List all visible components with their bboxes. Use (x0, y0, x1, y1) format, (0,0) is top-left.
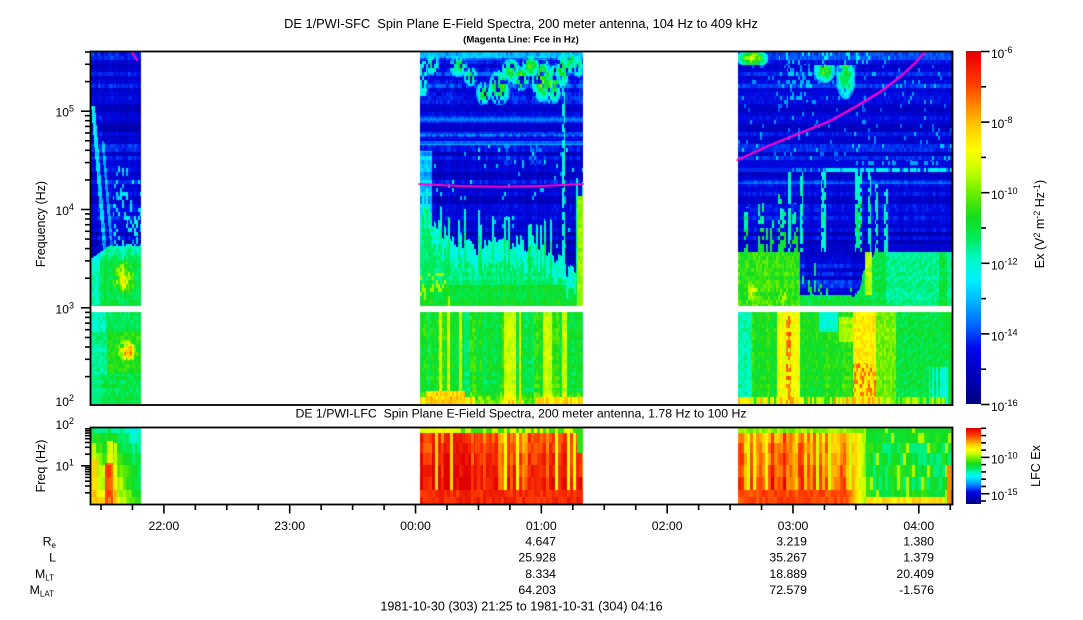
svg-text:72.579: 72.579 (769, 583, 807, 597)
svg-text:10-14: 10-14 (991, 327, 1018, 343)
svg-text:103: 103 (56, 300, 74, 316)
svg-text:10-16: 10-16 (991, 398, 1018, 414)
svg-text:MLAT: MLAT (30, 583, 54, 599)
svg-text:8.334: 8.334 (525, 567, 556, 581)
svg-text:102: 102 (56, 416, 74, 432)
svg-text:101: 101 (56, 458, 74, 474)
svg-text:10-10: 10-10 (991, 186, 1018, 202)
svg-text:10-15: 10-15 (991, 487, 1018, 503)
svg-text:10-6: 10-6 (991, 45, 1013, 61)
svg-text:104: 104 (56, 202, 74, 218)
svg-text:Ex (V2 m-2 Hz-1): Ex (V2 m-2 Hz-1) (1032, 180, 1047, 268)
svg-text:01:00: 01:00 (526, 519, 557, 533)
svg-text:LFC Ex: LFC Ex (1029, 444, 1043, 486)
svg-text:Frequency (Hz): Frequency (Hz) (34, 181, 48, 267)
svg-text:02:00: 02:00 (652, 519, 683, 533)
svg-text:1.380: 1.380 (903, 535, 934, 549)
svg-text:MLT: MLT (35, 567, 54, 583)
svg-text:10-12: 10-12 (991, 257, 1018, 273)
svg-text:1.379: 1.379 (903, 551, 934, 565)
svg-text:L: L (49, 551, 56, 565)
svg-text:-1.576: -1.576 (899, 583, 934, 597)
svg-text:102: 102 (56, 393, 74, 409)
svg-text:23:00: 23:00 (274, 519, 305, 533)
svg-text:3.219: 3.219 (776, 535, 807, 549)
svg-text:22:00: 22:00 (149, 519, 180, 533)
svg-text:Re: Re (43, 535, 57, 551)
svg-text:03:00: 03:00 (778, 519, 809, 533)
svg-text:DE 1/PWI-SFC Spin Plane E-Fie: DE 1/PWI-SFC Spin Plane E-Field Spectra,… (284, 16, 758, 31)
svg-text:00:00: 00:00 (400, 519, 431, 533)
svg-text:DE 1/PWI-LFC Spin Plane E-Fie: DE 1/PWI-LFC Spin Plane E-Field Spectra,… (295, 407, 746, 421)
svg-text:(Magenta Line: Fce in Hz): (Magenta Line: Fce in Hz) (463, 35, 579, 46)
svg-text:4.647: 4.647 (525, 535, 556, 549)
svg-text:64.203: 64.203 (518, 583, 556, 597)
svg-text:Freq (Hz): Freq (Hz) (34, 440, 48, 493)
svg-text:25.928: 25.928 (518, 551, 556, 565)
svg-text:20.409: 20.409 (896, 567, 934, 581)
svg-text:10-10: 10-10 (991, 450, 1018, 466)
svg-text:04:00: 04:00 (903, 519, 934, 533)
svg-text:1981-10-30 (303) 21:25 to 1981: 1981-10-30 (303) 21:25 to 1981-10-31 (30… (380, 600, 662, 614)
svg-text:18.889: 18.889 (769, 567, 807, 581)
svg-text:105: 105 (56, 104, 74, 120)
svg-text:10-8: 10-8 (991, 115, 1013, 131)
svg-text:35.267: 35.267 (769, 551, 807, 565)
